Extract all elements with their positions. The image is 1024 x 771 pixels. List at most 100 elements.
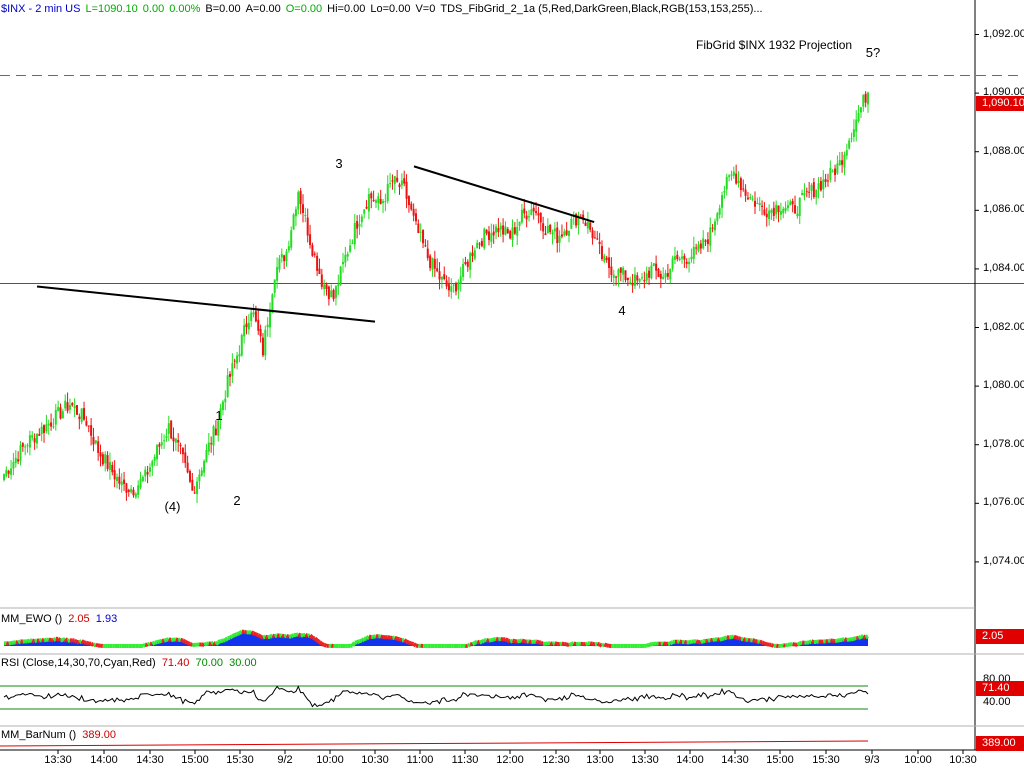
candle-body [340, 267, 342, 285]
candle-body [198, 475, 200, 482]
candle-body [333, 290, 335, 299]
candle-body [683, 256, 685, 260]
y-tick-label: 1,074.00 [983, 555, 1024, 567]
ewo-line-segment [517, 641, 519, 642]
ewo-label[interactable]: MM_EWO () [1, 613, 62, 625]
candle-body [257, 320, 259, 331]
ewo-line-segment [407, 642, 409, 643]
candle-body [151, 461, 153, 466]
candle-body [368, 194, 370, 211]
candle-body [205, 450, 207, 462]
candle-body [486, 230, 488, 234]
candle-body [723, 191, 725, 192]
candle-body [366, 207, 368, 209]
ewo-line-segment [263, 637, 265, 638]
study-label[interactable]: TDS_FibGrid_2_1a (5,Red,DarkGreen,Black,… [440, 3, 762, 15]
ewo-line-segment [764, 644, 766, 645]
candle-body [780, 211, 782, 215]
candle-body [530, 209, 532, 215]
candle-body [815, 190, 817, 198]
candle-body [846, 150, 848, 155]
rsi-line [4, 687, 868, 707]
x-tick-label: 15:00 [766, 754, 794, 766]
ewo-line-segment [374, 636, 376, 637]
x-tick-label: 10:00 [316, 754, 344, 766]
candle-body [224, 399, 226, 403]
candle-body [789, 202, 791, 206]
candle-body [417, 224, 419, 233]
candle-body [15, 458, 17, 463]
candle-body [194, 492, 196, 493]
candle-body [544, 233, 546, 235]
ewo-line-segment [254, 633, 256, 634]
candle-body [646, 273, 648, 280]
candle-body [196, 482, 198, 494]
barnum-line [0, 741, 868, 746]
ewo-line-segment [722, 638, 724, 639]
x-tick-label: 10:00 [904, 754, 932, 766]
candle-body [203, 461, 205, 473]
ewo-line-segment [157, 642, 159, 643]
change-value: 0.00 [143, 3, 164, 15]
candle-body [648, 271, 650, 278]
ewo-line-segment [713, 639, 715, 640]
ewo-line-segment [395, 638, 397, 639]
candle-body [636, 275, 638, 280]
candle-body [250, 313, 252, 322]
candle-body [806, 191, 808, 192]
candle-body [109, 462, 111, 470]
candle-body [439, 271, 441, 279]
symbol-label[interactable]: $INX - 2 min US [1, 3, 80, 15]
ewo-line-segment [569, 644, 571, 645]
candle-body [394, 176, 396, 184]
barnum-pane [0, 741, 868, 746]
candle-body [446, 281, 448, 287]
candle-body [778, 206, 780, 213]
ewo-line-segment [96, 645, 98, 646]
ewo-line-segment [409, 643, 411, 644]
candle-body [304, 215, 306, 216]
ewo-line-segment [786, 645, 788, 646]
ewo-line-segment [164, 640, 166, 641]
ewo-line-segment [604, 644, 606, 645]
candle-body [243, 325, 245, 336]
ewo-line-segment [809, 641, 811, 642]
candle-body [208, 443, 210, 452]
candle-body [344, 255, 346, 263]
candle-body [52, 426, 54, 427]
candle-body [311, 245, 313, 256]
rsi-label[interactable]: RSI (Close,14,30,70,Cyan,Red) [1, 657, 156, 669]
ewo-line-segment [553, 643, 555, 644]
candle-body [434, 259, 436, 269]
barnum-label[interactable]: MM_BarNum () [1, 729, 76, 741]
candle-body [867, 93, 869, 105]
candle-body [161, 442, 163, 445]
rsi-value-3: 30.00 [229, 657, 257, 669]
candle-body [467, 262, 469, 267]
candle-body [441, 277, 443, 280]
candle-body [493, 232, 495, 236]
candle-body [818, 183, 820, 189]
ewo-line-segment [494, 639, 496, 640]
candle-body [83, 408, 85, 420]
candle-body [843, 155, 845, 168]
triangle-layer [37, 166, 594, 321]
ewo-line-segment [472, 643, 474, 644]
candle-body [512, 227, 514, 240]
candle-body [137, 485, 139, 495]
x-tick-label: 13:30 [44, 754, 72, 766]
triangle-line [414, 166, 594, 222]
candle-body [660, 274, 662, 279]
candle-body [316, 256, 318, 271]
ewo-line-segment [689, 642, 691, 643]
y-tick-label: 1,090.00 [983, 86, 1024, 98]
candle-body [297, 192, 299, 209]
candle-body [547, 226, 549, 233]
candle-body [314, 254, 316, 255]
ewo-line-segment [357, 641, 359, 642]
ewo-line-segment [352, 643, 354, 646]
candle-body [149, 467, 151, 471]
candle-body [474, 250, 476, 258]
candle-body [175, 439, 177, 443]
